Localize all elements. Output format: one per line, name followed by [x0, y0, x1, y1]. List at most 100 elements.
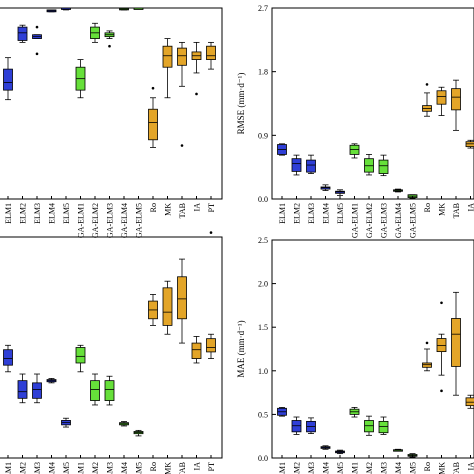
box-GA-ELM2 [364, 154, 374, 176]
box-body [291, 420, 302, 433]
box-Ro [422, 341, 432, 372]
box-GA-ELM1 [75, 59, 86, 99]
box-body [17, 26, 28, 41]
x-tick-label: Ro [423, 462, 432, 471]
y-tick-label: 0.0 [258, 195, 268, 204]
box-ELM1 [277, 143, 287, 156]
x-tick-label: ELM1 [278, 462, 287, 474]
box-body [162, 287, 173, 326]
y-tick-label: 0.5 [258, 410, 268, 419]
x-tick-label: MK [438, 462, 447, 474]
box-Ro [148, 86, 158, 148]
box-GA-ELM3 [378, 416, 389, 435]
x-tick-label: GA-ELM2 [365, 462, 374, 474]
box-ELM4 [46, 9, 57, 13]
x-tick-label: GA-ELM5 [409, 462, 418, 474]
box-TAB [451, 79, 461, 131]
y-tick-label: 2.7 [258, 4, 268, 13]
box-GA-ELM1 [349, 407, 360, 418]
box-ELM2 [291, 154, 302, 176]
box-GA-ELM2 [90, 373, 100, 406]
box-MK [162, 280, 173, 335]
box-PT [206, 231, 216, 359]
panel-bottom-right: 0.0 0.5 1.0 1.5 2.0 2.5 MAE (mm·d⁻¹) ELM1 ELM2 EL… [236, 236, 474, 474]
box-ELM5 [61, 417, 71, 428]
box-body [436, 90, 447, 105]
box-GA-ELM2 [90, 22, 100, 43]
x-tick-label: Ro [149, 203, 158, 212]
x-tick-label: GA-ELM3 [106, 462, 115, 474]
box-body [90, 380, 100, 401]
x-tick-label: IA [193, 462, 202, 471]
box-GA-ELM3 [104, 375, 115, 406]
y-tick-label: 0.0 [258, 454, 268, 463]
x-tick-label: GA-ELM3 [380, 462, 389, 474]
box-ELM4 [46, 378, 57, 384]
box-body [3, 349, 13, 366]
x-tick-label: ELM4 [48, 462, 57, 474]
y-axis-label: MAE (mm·d⁻¹) [236, 320, 246, 377]
box-ELM4 [320, 184, 331, 191]
x-tick-label: ELM4 [322, 462, 331, 474]
x-tick-label: GA-ELM2 [365, 203, 374, 238]
x-tick-label: TAB [178, 462, 187, 474]
box-GA-ELM4 [119, 421, 129, 427]
x-tick-label: GA-ELM1 [77, 462, 86, 474]
x-tick-label: GA-ELM1 [351, 203, 360, 238]
box-IA [191, 336, 202, 364]
box-ELM3 [306, 417, 316, 434]
box-body [378, 420, 389, 434]
box-ELM1 [3, 57, 13, 101]
x-tick-label: GA-ELM4 [394, 462, 403, 474]
box-GA-ELM1 [75, 344, 86, 373]
outlier-point [108, 44, 111, 48]
y-tick-label: 2.0 [258, 280, 268, 289]
x-tick-label: GA-ELM2 [91, 462, 100, 474]
panel-bottom-left: ELM1 ELM2 ELM3 ELM4 ELM5 GA-ELM1 GA-ELM2 GA-ELM… [0, 231, 223, 474]
x-tick-label: GA-ELM1 [351, 462, 360, 474]
box-GA-ELM4 [393, 448, 403, 452]
x-tick-label: GA-ELM5 [135, 462, 144, 474]
x-tick-label: ELM5 [336, 462, 345, 474]
outlier-point [35, 52, 39, 56]
x-tick-label: TAB [452, 203, 461, 218]
x-tick-label: ELM2 [293, 203, 302, 224]
outlier-point [35, 25, 39, 29]
box-PT [206, 41, 216, 70]
panel-top-left: ELM1 ELM2 ELM3 ELM4 ELM5 GA-ELM1 GA-ELM2 GA-ELM… [0, 7, 223, 238]
box-body [422, 362, 432, 368]
x-tick-label: Ro [423, 203, 432, 212]
box-ELM5 [335, 449, 345, 455]
box-ELM4 [320, 445, 331, 450]
x-tick-label: Ro [149, 462, 158, 471]
y-tick-label: 1.0 [258, 367, 268, 376]
box-Ro [148, 294, 158, 326]
box-body [177, 276, 187, 320]
x-tick-label: ELM2 [19, 203, 28, 224]
outlier-point [195, 92, 198, 96]
x-tick-label: ELM2 [19, 462, 28, 474]
x-tick-label: ELM3 [307, 462, 316, 474]
box-body [104, 380, 115, 401]
x-tick-label: ELM5 [62, 203, 71, 224]
box-body [75, 347, 86, 364]
panel-top-right: 0.0 0.9 1.8 2.7 RMSE (mm·d⁻¹) ELM1 ELM2 ELM3 ELM… [236, 4, 474, 238]
outlier-point [209, 231, 213, 234]
x-tick-label: MK [164, 203, 173, 216]
box-body [191, 342, 202, 359]
box-ELM2 [17, 373, 28, 404]
x-tick-label: IA [193, 203, 202, 212]
box-ELM3 [306, 154, 316, 174]
plot-frame [0, 236, 223, 459]
box-ELM2 [17, 24, 28, 43]
box-body [206, 45, 216, 60]
box-body [451, 318, 461, 367]
box-TAB [451, 291, 461, 396]
x-tick-label: ELM5 [336, 203, 345, 224]
box-ELM1 [277, 407, 287, 417]
box-ELM2 [291, 416, 302, 435]
x-tick-label: ELM4 [322, 203, 331, 224]
box-GA-ELM5 [133, 7, 144, 10]
y-tick-label: 1.5 [258, 323, 268, 332]
box-GA-ELM2 [364, 415, 374, 436]
